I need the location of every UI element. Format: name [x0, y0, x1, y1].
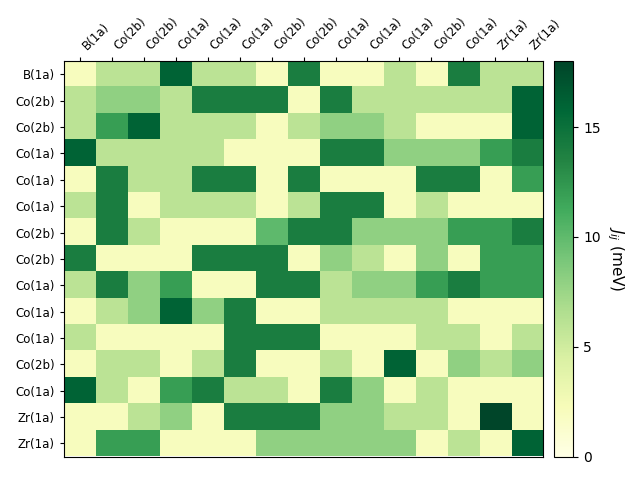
Y-axis label: $J_{ij}$ (meV): $J_{ij}$ (meV): [605, 226, 626, 291]
